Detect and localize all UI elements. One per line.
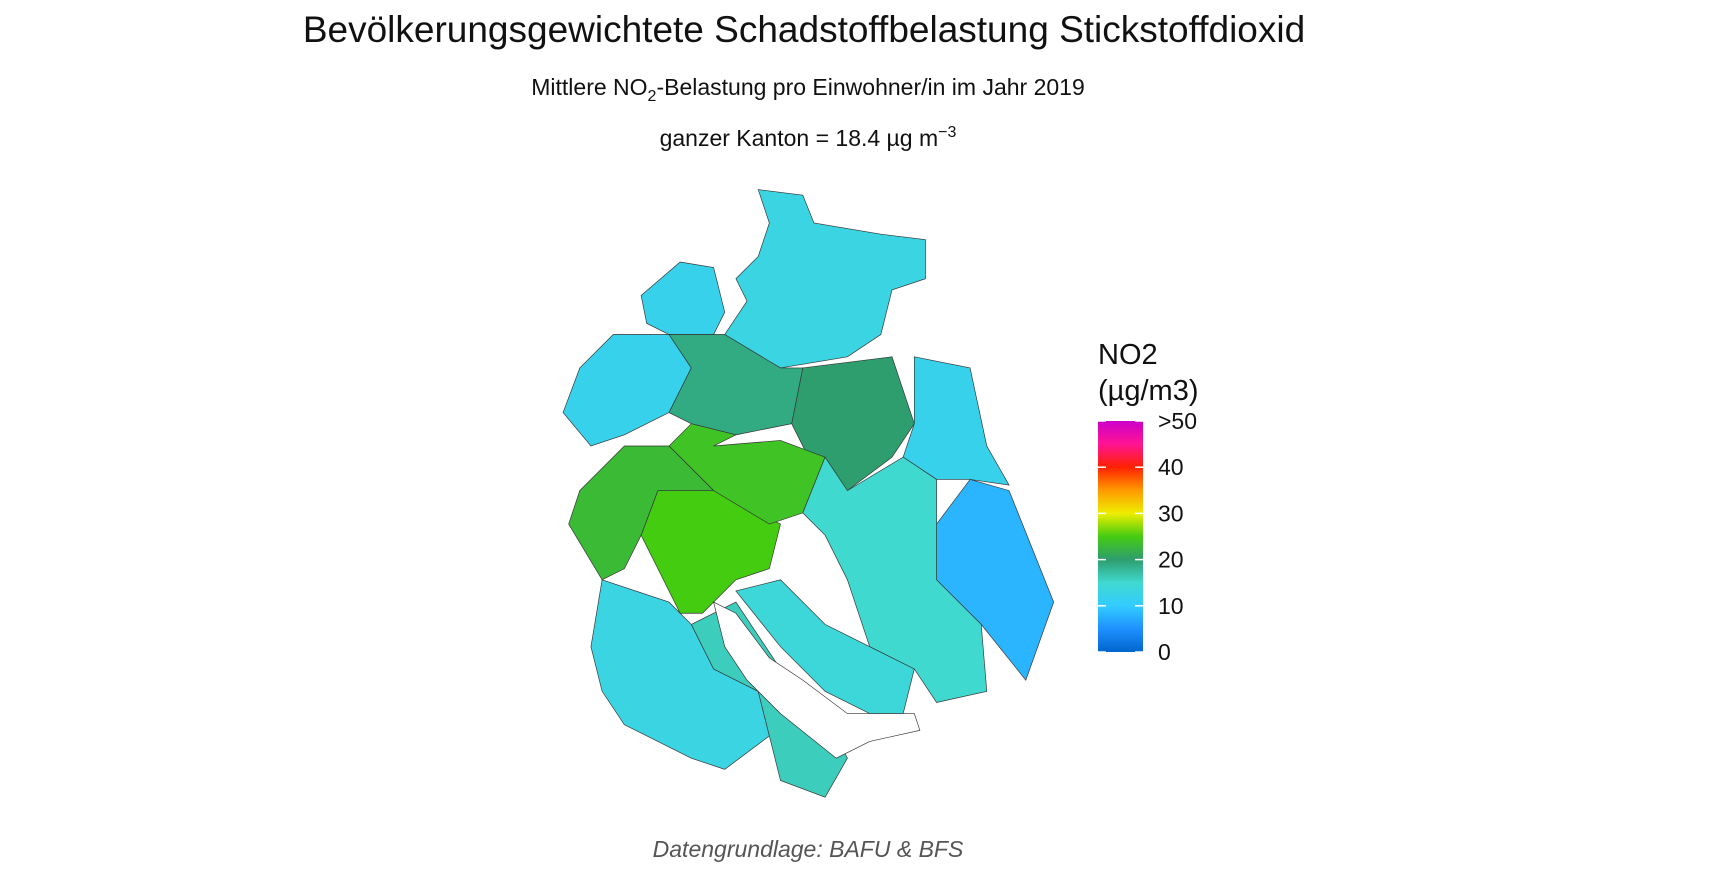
municipality [668, 423, 826, 525]
municipality [802, 456, 988, 703]
legend-ticks: 0 10 20 30 40 >50 [1098, 408, 1197, 665]
source: Datengrundlage: BAFU & BFS [653, 836, 964, 862]
municipality [568, 445, 715, 581]
municipality [640, 261, 726, 335]
legend-tick-label: 30 [1158, 500, 1184, 526]
legend-title: NO2 [1098, 339, 1158, 371]
legend-tick-label: 0 [1158, 639, 1171, 665]
title: Bevölkerungsgewichtete Schadstoffbelastu… [303, 9, 1305, 50]
municipality [724, 189, 926, 369]
municipality [902, 356, 1010, 486]
subscript: 2 [648, 88, 657, 105]
colorbar [1098, 421, 1143, 652]
municipality [668, 334, 804, 436]
subtitle: Mittlere NO2-Belastung pro Einwohner/in … [531, 74, 1085, 105]
legend-tick-label: 40 [1158, 454, 1184, 480]
summary-text: ganzer Kanton = 18.4 µg m [660, 125, 939, 151]
map [562, 189, 1055, 798]
legend-title: (µg/m3) [1098, 375, 1199, 407]
summary: ganzer Kanton = 18.4 µg m−3 [660, 124, 957, 151]
subtitle-text: Mittlere NO [531, 74, 647, 100]
subtitle-text: -Belastung pro Einwohner/in im Jahr 2019 [656, 74, 1084, 100]
legend-tick-label: 10 [1158, 593, 1184, 619]
municipality [562, 334, 692, 447]
municipality [735, 579, 915, 714]
lake [713, 601, 921, 759]
legend-tick-label: 20 [1158, 547, 1184, 573]
superscript: −3 [938, 124, 956, 141]
legend-tick-label: >50 [1158, 408, 1197, 434]
